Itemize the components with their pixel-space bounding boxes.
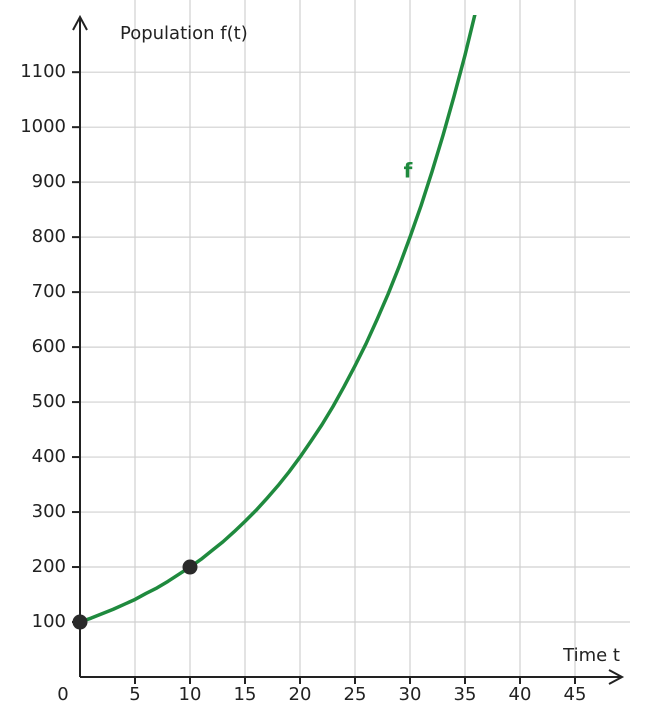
y-tick-label: 400 (32, 446, 66, 467)
y-axis-label: Population f(t) (120, 23, 248, 44)
y-tick-label: 800 (32, 226, 66, 247)
x-tick-label: 20 (289, 684, 312, 705)
x-tick-label: 5 (129, 684, 140, 705)
x-tick-label: 45 (564, 684, 587, 705)
y-tick-label: 200 (32, 556, 66, 577)
x-tick-label: 40 (509, 684, 532, 705)
x-tick-label: 10 (179, 684, 202, 705)
curve-label: f (404, 159, 413, 183)
x-tick-label: 0 (57, 684, 68, 705)
y-tick-label: 600 (32, 336, 66, 357)
point (182, 559, 198, 575)
x-axis-label: Time t (562, 645, 620, 666)
y-tick-label: 1000 (20, 116, 66, 137)
point (72, 614, 88, 630)
y-tick-label: 300 (32, 501, 66, 522)
x-tick-label: 15 (234, 684, 257, 705)
x-tick-label: 25 (344, 684, 367, 705)
curve (80, 15, 477, 624)
x-axis (80, 669, 625, 685)
x-tick-label: 35 (454, 684, 477, 705)
y-tick-label: 900 (32, 171, 66, 192)
y-tick-label: 100 (32, 611, 66, 632)
y-tick-label: 700 (32, 281, 66, 302)
y-tick-label: 500 (32, 391, 66, 412)
y-tick-label: 1100 (20, 61, 66, 82)
grid (80, 0, 630, 677)
x-tick-label: 30 (399, 684, 422, 705)
